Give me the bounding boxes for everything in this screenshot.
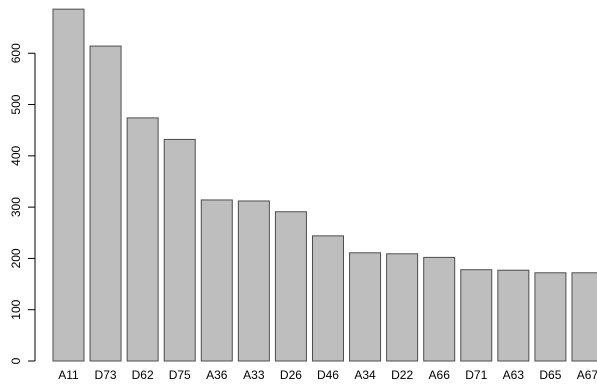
bar-d71: [460, 269, 493, 362]
x-tick-label-d73: D73: [95, 368, 117, 382]
bar-a36: [200, 199, 233, 362]
bar-d22: [386, 253, 419, 362]
x-axis-labels: A11 D73 D62 D75 A36 A33 D26 D46 A34 D22 A66 D71 A63 D…: [58, 368, 597, 382]
bar-a63: [497, 269, 530, 362]
x-tick-label-a67: A67: [577, 368, 597, 382]
x-tick-label-a66: A66: [429, 368, 451, 382]
x-tick-label-d71: D71: [465, 368, 487, 382]
bar-a33: [237, 200, 270, 362]
y-axis: 0 100 200 300 400 500 600: [9, 43, 36, 364]
bar-d73: [89, 45, 122, 362]
x-tick-label-d22: D22: [391, 368, 413, 382]
y-tick-label-0: 0: [9, 357, 23, 364]
x-tick-label-d26: D26: [280, 368, 302, 382]
bar-d75: [163, 138, 196, 362]
bar-a11: [52, 8, 85, 362]
y-tick-label-200: 200: [9, 248, 23, 268]
x-tick-label-a11: A11: [58, 368, 79, 382]
y-tick-label-500: 500: [9, 94, 23, 114]
x-tick-label-a34: A34: [354, 368, 376, 382]
bar-a34: [349, 252, 382, 362]
x-tick-label-d65: D65: [539, 368, 561, 382]
bar-d65: [534, 272, 567, 362]
bar-a67: [571, 272, 597, 362]
y-tick-label-100: 100: [9, 299, 23, 319]
bar-a66: [423, 256, 456, 362]
x-tick-label-a63: A63: [503, 368, 525, 382]
bar-d46: [311, 235, 344, 362]
bars-group: [52, 8, 597, 362]
y-tick-label-600: 600: [9, 43, 23, 63]
x-tick-label-d75: D75: [169, 368, 191, 382]
x-tick-label-d46: D46: [317, 368, 339, 382]
y-tick-label-400: 400: [9, 146, 23, 166]
x-tick-label-a33: A33: [243, 368, 265, 382]
bar-d26: [274, 211, 307, 362]
y-tick-label-300: 300: [9, 197, 23, 217]
x-tick-label-a36: A36: [206, 368, 228, 382]
bar-d62: [126, 117, 159, 362]
x-tick-label-d62: D62: [132, 368, 154, 382]
